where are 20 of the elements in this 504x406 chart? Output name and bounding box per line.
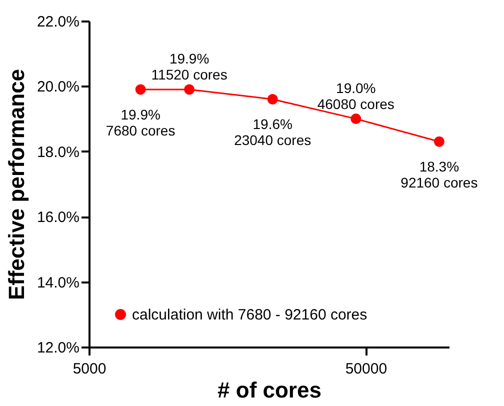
x-tick-label: 5000 <box>72 360 106 378</box>
data-label: 19.9% 7680 cores <box>106 106 176 138</box>
x-tick-label: 50000 <box>345 360 388 378</box>
point <box>267 94 278 104</box>
point <box>184 84 195 95</box>
data-label: 18.3% 92160 cores <box>400 158 478 191</box>
x-axis-title: # of cores <box>218 378 322 402</box>
data-label: 19.6% 23040 cores <box>234 116 312 148</box>
data-label: 19.0% 46080 cores <box>317 80 394 112</box>
point <box>434 136 444 147</box>
y-tick-label: 18.0% <box>36 144 80 161</box>
y-axis-title: Effective performance <box>4 68 29 300</box>
data-label: 19.9% 11520 cores <box>151 50 228 82</box>
point <box>350 114 362 124</box>
y-tick-label: 16.0% <box>36 209 80 226</box>
y-tick-label: 22.0% <box>36 14 80 30</box>
legend-label: calculation with 7680 - 92160 cores <box>132 306 368 324</box>
y-tick-label: 14.0% <box>36 274 80 292</box>
y-tick-label: 12.0% <box>36 340 80 356</box>
y-tick-label: 20.0% <box>36 78 80 96</box>
